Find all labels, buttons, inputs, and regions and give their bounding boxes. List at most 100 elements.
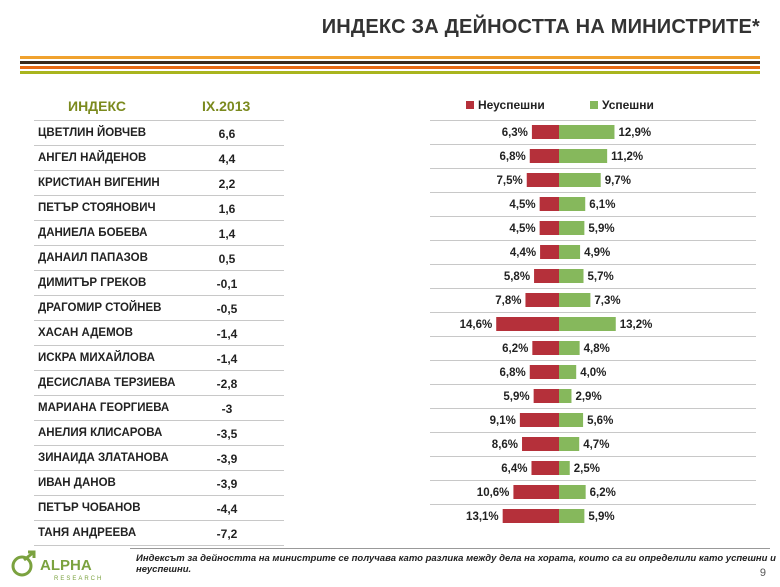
bar-successful [559, 509, 585, 523]
minister-name: КРИСТИАН ВИГЕНИН [38, 177, 160, 189]
bar-unsuccessful [540, 245, 559, 259]
table-row: ДАНИЕЛА БОБЕВА 1,4 [34, 221, 284, 246]
table-row: ДАНАИЛ ПАПАЗОВ 0,5 [34, 246, 284, 271]
data-label-unsuccessful: 4,5% [509, 223, 535, 235]
minister-name: ПЕТЪР СТОЯНОВИЧ [38, 202, 156, 214]
bar-unsuccessful [529, 149, 559, 163]
table-row: ЦВЕТЛИН ЙОВЧЕВ 6,6 [34, 120, 284, 146]
bar-successful [559, 413, 584, 427]
index-value: -0,1 [216, 277, 238, 291]
minister-name: ДРАГОМИР СТОЙНЕВ [38, 302, 162, 314]
table-row: КРИСТИАН ВИГЕНИН 2,2 [34, 171, 284, 196]
bar-successful [559, 221, 585, 235]
bar-unsuccessful [519, 413, 559, 427]
alpha-logo-icon: ALPHA RESEARCH [11, 550, 103, 582]
data-label-unsuccessful: 7,5% [497, 175, 523, 187]
page-number: 9 [759, 567, 766, 579]
index-value: -0,5 [216, 302, 238, 316]
data-label-successful: 4,8% [584, 343, 610, 355]
data-label-unsuccessful: 10,6% [477, 487, 510, 499]
data-label-unsuccessful: 13,1% [466, 511, 499, 523]
bar-unsuccessful [532, 341, 559, 355]
minister-name: АНГЕЛ НАЙДЕНОВ [38, 152, 147, 164]
bar-unsuccessful [529, 365, 559, 379]
minister-name: ДЕСИСЛАВА ТЕРЗИЕВА [38, 377, 176, 389]
minister-name: МАРИАНА ГЕОРГИЕВА [38, 402, 170, 414]
minister-name: ИСКРА МИХАЙЛОВА [38, 352, 155, 364]
legend-unsuccessful: Неуспешни [466, 98, 545, 112]
minister-name: ЗИНАИДА ЗЛАТАНОВА [38, 452, 169, 464]
date-column-header: IX.2013 [202, 98, 251, 114]
data-label-successful: 5,9% [588, 511, 614, 523]
index-value: 2,2 [218, 177, 236, 191]
minister-name: АНЕЛИЯ КЛИСАРОВА [38, 427, 163, 439]
table-row: ИВАН ДАНОВ -3,9 [34, 471, 284, 496]
ministers-index-table: ЦВЕТЛИН ЙОВЧЕВ 6,6 АНГЕЛ НАЙДЕНОВ 4,4 КРИСТИ… [34, 120, 284, 546]
index-value: 0,5 [218, 252, 236, 266]
bar-unsuccessful [522, 437, 559, 451]
index-value: -3,5 [216, 427, 238, 441]
bar-successful [559, 173, 601, 187]
data-label-successful: 4,0% [580, 367, 606, 379]
data-label-unsuccessful: 5,8% [504, 271, 530, 283]
bar-unsuccessful [539, 197, 559, 211]
data-label-successful: 4,7% [583, 439, 609, 451]
bar-unsuccessful [513, 485, 559, 499]
minister-name: ХАСАН АДЕМОВ [38, 327, 133, 339]
table-row: АНГЕЛ НАЙДЕНОВ 4,4 [34, 146, 284, 171]
bar-unsuccessful [502, 509, 559, 523]
bar-unsuccessful [533, 389, 559, 403]
data-label-successful: 2,5% [574, 463, 600, 475]
bar-successful [559, 461, 570, 475]
index-column-header: ИНДЕКС [68, 98, 126, 114]
index-value: 4,4 [218, 152, 236, 166]
data-label-unsuccessful: 4,5% [509, 199, 535, 211]
bar-successful [559, 389, 572, 403]
table-row: ПЕТЪР ЧОБАНОВ -4,4 [34, 496, 284, 521]
bar-successful [559, 293, 591, 307]
index-value: -3,9 [216, 477, 238, 491]
bar-successful [559, 125, 615, 139]
bar-unsuccessful [531, 461, 559, 475]
legend-successful-label: Успешни [602, 98, 654, 112]
data-label-unsuccessful: 6,4% [501, 463, 527, 475]
data-label-successful: 6,1% [589, 199, 615, 211]
minister-name: ДИМИТЪР ГРЕКОВ [38, 277, 147, 289]
logo-subtext: RESEARCH [54, 576, 103, 582]
data-label-successful: 7,3% [594, 295, 620, 307]
data-label-successful: 5,6% [587, 415, 613, 427]
index-value: 1,6 [218, 202, 236, 216]
data-label-successful: 13,2% [620, 319, 653, 331]
bar-unsuccessful [496, 317, 559, 331]
table-row: ДЕСИСЛАВА ТЕРЗИЕВА -2,8 [34, 371, 284, 396]
bar-successful [559, 197, 586, 211]
bar-successful [559, 317, 616, 331]
index-value: 6,6 [218, 127, 236, 141]
legend-successful: Успешни [590, 98, 654, 112]
minister-name: ДАНИЕЛА БОБЕВА [38, 227, 148, 239]
bar-unsuccessful [534, 269, 559, 283]
index-value: -1,4 [216, 327, 238, 341]
index-value: 1,4 [218, 227, 236, 241]
index-value: -3 [221, 402, 233, 416]
table-row: ПЕТЪР СТОЯНОВИЧ 1,6 [34, 196, 284, 221]
data-label-unsuccessful: 6,8% [500, 151, 526, 163]
bar-successful [559, 365, 577, 379]
alpha-research-logo: ALPHA RESEARCH [10, 550, 130, 587]
table-row: АНЕЛИЯ КЛИСАРОВА -3,5 [34, 421, 284, 446]
data-label-unsuccessful: 7,8% [495, 295, 521, 307]
data-label-unsuccessful: 6,2% [502, 343, 528, 355]
index-value: -2,8 [216, 377, 238, 391]
table-row: МАРИАНА ГЕОРГИЕВА -3 [34, 396, 284, 421]
bar-unsuccessful [531, 125, 559, 139]
bar-successful [559, 341, 580, 355]
footnote: Индексът за дейността на министрите се п… [136, 553, 776, 575]
bar-unsuccessful [525, 293, 559, 307]
page-title: ИНДЕКС ЗА ДЕЙНОСТТА НА МИНИСТРИТЕ* [321, 16, 760, 38]
data-label-unsuccessful: 5,9% [503, 391, 529, 403]
data-label-unsuccessful: 8,6% [492, 439, 518, 451]
data-label-successful: 12,9% [618, 127, 651, 139]
bar-successful [559, 269, 584, 283]
bar-successful [559, 149, 608, 163]
data-label-successful: 9,7% [605, 175, 631, 187]
